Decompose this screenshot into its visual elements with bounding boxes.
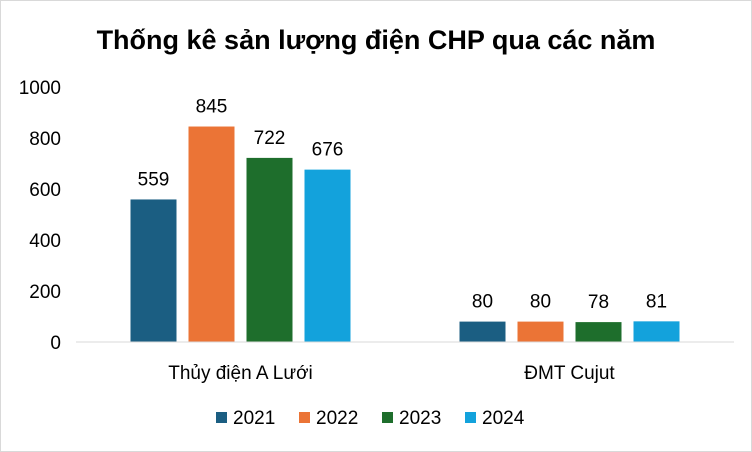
data-label: 676 — [312, 140, 344, 161]
y-tick-label: 600 — [29, 180, 61, 201]
x-axis: Thủy điện A Lưới ĐMT Cujut — [168, 363, 615, 384]
bar — [246, 157, 293, 342]
data-label: 78 — [588, 292, 609, 313]
data-label: 80 — [472, 292, 493, 313]
legend-swatch — [382, 412, 393, 423]
bar — [459, 321, 506, 342]
y-tick-label: 0 — [50, 333, 61, 354]
y-axis: 0 200 400 600 800 1000 — [19, 78, 61, 354]
data-label: 845 — [196, 97, 228, 118]
legend-swatch — [216, 412, 227, 423]
data-label: 81 — [646, 291, 667, 312]
legend: 2021 2022 2023 2024 — [216, 408, 525, 429]
bar — [517, 321, 564, 342]
bar — [188, 126, 235, 343]
y-tick-label: 400 — [29, 231, 61, 252]
data-label: 722 — [254, 128, 286, 149]
bar — [130, 199, 177, 342]
y-tick-label: 200 — [29, 282, 61, 303]
x-tick-label: ĐMT Cujut — [524, 363, 615, 384]
data-label: 80 — [530, 292, 551, 313]
legend-label: 2021 — [233, 408, 275, 429]
legend-label: 2023 — [399, 408, 441, 429]
legend-label: 2022 — [316, 408, 358, 429]
bar — [633, 321, 680, 342]
legend-label: 2024 — [482, 408, 525, 429]
chart-title: Thống kê sản lượng điện CHP qua các năm — [97, 25, 656, 55]
bars: 559 845 722 676 80 80 78 81 — [130, 97, 680, 343]
bar — [304, 169, 351, 342]
y-tick-label: 1000 — [19, 78, 61, 99]
bar — [575, 322, 622, 342]
legend-swatch — [465, 412, 476, 423]
data-label: 559 — [138, 169, 170, 190]
x-tick-label: Thủy điện A Lưới — [168, 363, 313, 384]
legend-swatch — [299, 412, 310, 423]
y-tick-label: 800 — [29, 129, 61, 150]
